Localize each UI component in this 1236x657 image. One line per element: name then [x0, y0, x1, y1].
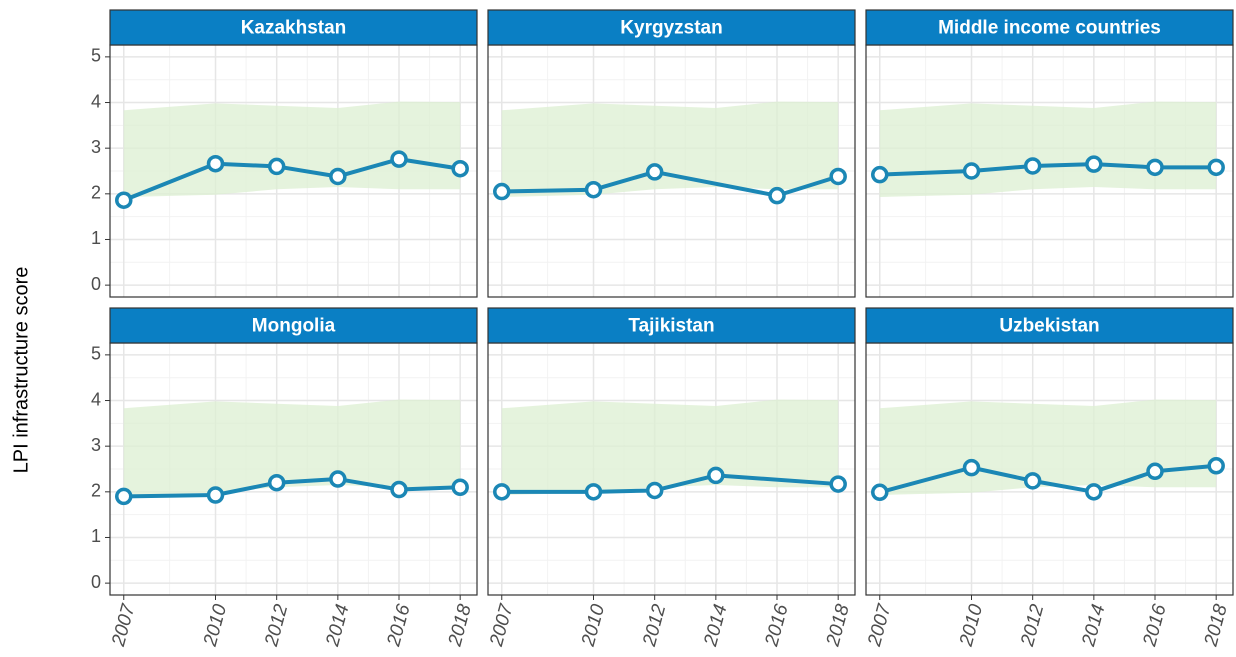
data-point — [1146, 462, 1164, 481]
data-point — [115, 191, 133, 209]
x-tick-label: 2018 — [444, 602, 476, 650]
data-point — [829, 167, 847, 186]
y-tick-label: 1 — [91, 228, 101, 248]
y-tick-label: 5 — [91, 46, 101, 66]
data-point — [329, 470, 347, 488]
y-tick-label: 2 — [91, 481, 101, 501]
data-point — [584, 180, 603, 199]
data-point — [115, 487, 133, 506]
data-point — [267, 473, 286, 492]
panel-title: Middle income countries — [938, 18, 1161, 39]
y-tick-label: 2 — [91, 183, 101, 203]
data-point — [451, 478, 469, 497]
data-point — [871, 165, 889, 184]
x-tick-label: 2007 — [108, 601, 140, 650]
data-point — [962, 162, 981, 180]
data-point — [584, 483, 603, 501]
data-point — [645, 163, 664, 181]
x-tick-label: 2012 — [639, 602, 671, 650]
x-tick-label: 2010 — [578, 602, 610, 650]
panel-title: Tajikistan — [628, 316, 714, 337]
range-band — [879, 101, 1217, 198]
strip — [487, 307, 856, 344]
strip — [109, 9, 478, 46]
data-line — [879, 162, 1217, 177]
data-point — [1023, 472, 1042, 490]
y-tick-label: 0 — [91, 274, 101, 294]
y-tick-label: 3 — [91, 137, 101, 157]
data-point — [1085, 483, 1103, 501]
data-point — [1085, 155, 1103, 173]
panel-title: Mongolia — [252, 316, 336, 337]
data-point — [768, 186, 786, 205]
data-point — [329, 167, 347, 186]
data-point — [962, 458, 981, 477]
data-line — [123, 477, 461, 499]
y-tick-label: 5 — [91, 344, 101, 364]
data-line — [123, 157, 461, 203]
x-tick-label: 2007 — [864, 601, 896, 650]
y-tick-label: 1 — [91, 526, 101, 546]
x-tick-label: 2012 — [1017, 602, 1049, 650]
data-point — [493, 182, 511, 201]
data-point — [645, 481, 664, 500]
data-point — [390, 480, 408, 499]
data-point — [1207, 457, 1225, 475]
x-tick-label: 2010 — [200, 602, 232, 650]
data-point — [451, 159, 469, 178]
data-point — [267, 157, 286, 176]
x-tick-label: 2018 — [822, 602, 854, 650]
data-point — [829, 475, 847, 493]
x-tick-label: 2016 — [1139, 602, 1171, 650]
data-point — [206, 154, 225, 173]
y-tick-label: 3 — [91, 435, 101, 455]
data-point — [493, 483, 511, 501]
y-tick-label: 4 — [91, 91, 101, 111]
y-tick-label: 0 — [91, 572, 101, 592]
data-point — [1023, 157, 1042, 175]
x-tick-label: 2010 — [956, 602, 988, 650]
data-point — [871, 483, 889, 502]
x-tick-label: 2014 — [700, 602, 731, 649]
panel-title: Kazakhstan — [241, 18, 347, 39]
x-tick-label: 2007 — [486, 601, 518, 650]
x-tick-label: 2014 — [322, 602, 353, 649]
data-point — [707, 466, 725, 485]
x-tick-label: 2014 — [1078, 602, 1109, 649]
x-tick-label: 2016 — [383, 602, 415, 650]
range-band — [123, 101, 461, 198]
range-band — [501, 101, 839, 198]
strip — [487, 9, 856, 46]
y-tick-label: 4 — [91, 389, 101, 409]
strip — [865, 307, 1234, 344]
data-point — [390, 150, 408, 168]
strip — [865, 9, 1234, 46]
panel-title: Uzbekistan — [999, 316, 1099, 337]
x-tick-label: 2016 — [761, 602, 793, 650]
strip — [109, 307, 478, 344]
y-axis-title: LPI infrastructure score — [10, 267, 32, 474]
x-tick-label: 2018 — [1200, 602, 1232, 650]
x-tick-label: 2012 — [261, 602, 293, 650]
data-line — [879, 463, 1217, 495]
range-band — [501, 399, 839, 496]
panel-title: Kyrgyzstan — [620, 18, 722, 39]
range-band — [123, 399, 461, 496]
data-point — [1207, 158, 1225, 177]
data-point — [206, 486, 225, 504]
data-point — [1146, 158, 1164, 177]
